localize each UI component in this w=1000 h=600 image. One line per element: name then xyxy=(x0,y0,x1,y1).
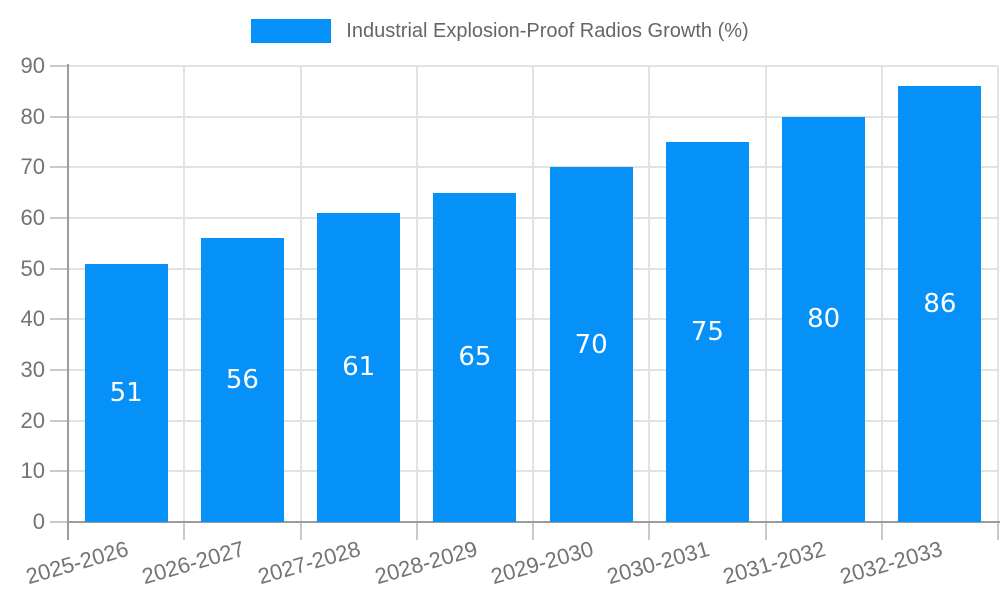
x-tick xyxy=(997,522,999,540)
y-tick xyxy=(50,419,68,422)
y-tick-label: 50 xyxy=(20,255,45,281)
bar xyxy=(898,86,982,522)
bar xyxy=(782,116,866,522)
x-gridline xyxy=(532,66,534,522)
x-tick xyxy=(532,522,534,540)
bar-value-label: 56 xyxy=(225,365,259,396)
x-tick-label-text: 2030-2031 xyxy=(604,536,713,590)
y-tick-label: 70 xyxy=(20,154,45,180)
y-tick xyxy=(50,267,68,270)
x-axis-line xyxy=(67,521,1000,523)
y-tick xyxy=(50,115,68,118)
bar xyxy=(665,142,749,522)
x-tick-label-text: 2029-2030 xyxy=(487,536,597,590)
x-tick xyxy=(299,522,302,540)
x-tick-label-text: 2031-2032 xyxy=(720,536,829,590)
x-gridline xyxy=(997,66,999,522)
y-tick xyxy=(50,65,68,67)
x-tick-label-text: 2025-2026 xyxy=(22,536,132,590)
x-tick xyxy=(648,522,651,540)
y-tick-label: 80 xyxy=(20,103,45,129)
bar-value-label: 61 xyxy=(342,352,376,383)
y-tick-label: 20 xyxy=(20,407,45,433)
x-tick xyxy=(764,522,767,540)
x-gridline xyxy=(764,66,767,522)
y-tick xyxy=(50,521,68,523)
y-tick xyxy=(50,217,68,219)
x-tick xyxy=(880,522,883,540)
y-tick-label: 90 xyxy=(20,53,45,78)
bar-value-label: 70 xyxy=(574,329,608,360)
x-gridline xyxy=(648,66,651,522)
bar xyxy=(317,212,401,522)
bar-value-label: 65 xyxy=(458,342,492,373)
x-tick xyxy=(415,522,418,540)
x-gridline xyxy=(299,66,302,522)
bar-value-label: 80 xyxy=(807,304,841,335)
y-tick-label: 30 xyxy=(20,357,45,382)
bar-value-label: 86 xyxy=(923,289,957,320)
legend-item[interactable]: Industrial Explosion-Proof Radios Growth… xyxy=(251,19,749,43)
y-tick-label: 0 xyxy=(32,509,45,534)
x-tick xyxy=(183,522,186,540)
bar xyxy=(549,167,633,522)
chart-legend: Industrial Explosion-Proof Radios Growth… xyxy=(0,16,1000,46)
bar xyxy=(200,238,284,522)
y-tick xyxy=(50,470,68,473)
bar xyxy=(433,192,517,522)
y-tick xyxy=(50,318,68,321)
legend-label: Industrial Explosion-Proof Radios Growth… xyxy=(346,19,749,42)
bar-value-label: 75 xyxy=(690,317,724,347)
bar xyxy=(84,263,168,522)
x-tick-label-text: 2032-2033 xyxy=(836,536,945,590)
x-gridline xyxy=(880,66,883,522)
y-axis-line xyxy=(67,64,69,540)
y-tick xyxy=(50,166,68,169)
x-tick-label-text: 2027-2028 xyxy=(255,536,364,590)
x-tick-label-text: 2028-2029 xyxy=(371,536,480,590)
bar-value-label: 51 xyxy=(109,377,143,408)
y-tick-label: 10 xyxy=(20,458,45,484)
x-tick-label-text: 2026-2027 xyxy=(139,536,248,590)
x-gridline xyxy=(183,66,186,522)
y-tick xyxy=(50,369,68,371)
x-gridline xyxy=(415,66,418,522)
y-tick-label: 60 xyxy=(20,205,45,230)
y-tick-label: 40 xyxy=(20,306,45,332)
legend-swatch xyxy=(251,19,332,43)
